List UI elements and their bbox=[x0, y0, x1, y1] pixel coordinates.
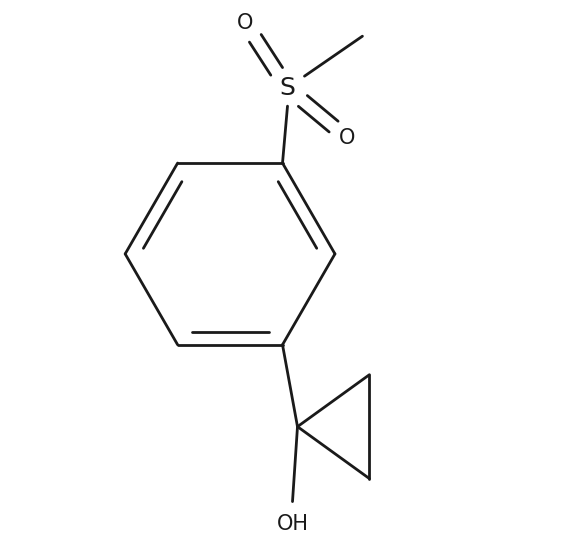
Text: O: O bbox=[339, 128, 356, 148]
Text: S: S bbox=[280, 76, 295, 100]
Text: O: O bbox=[237, 13, 253, 33]
Text: OH: OH bbox=[277, 513, 309, 533]
